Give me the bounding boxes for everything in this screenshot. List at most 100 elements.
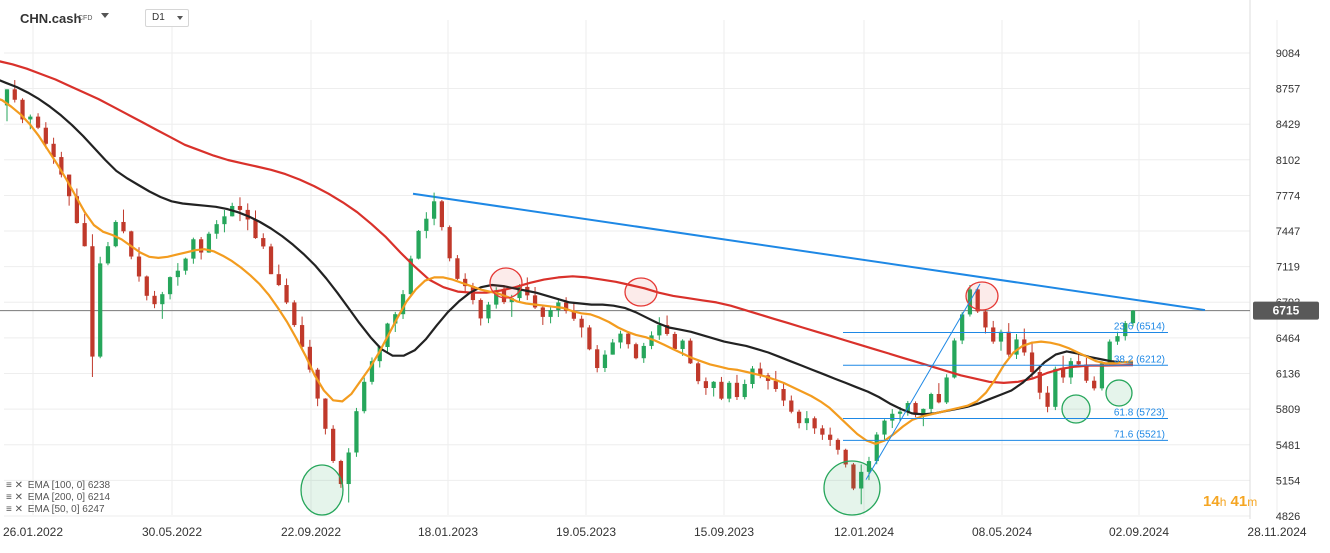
fib-level-label: 61.8 (5723) [1114,407,1165,418]
candle-body [975,289,980,312]
resistance-trendline[interactable] [412,192,1206,312]
candle-body [416,230,421,259]
candle-body [641,345,646,359]
fib-retracement[interactable]: 23.6 (6514) 38.2 (6212) 61.8 (5723) 71.6 (5… [843,283,1168,480]
y-tick-label: 5154 [1276,475,1300,487]
candle-body [1084,364,1089,381]
candle-body [1014,339,1019,355]
candle-body [835,439,841,450]
candle-body [1006,331,1011,355]
candle-body [781,388,786,401]
candle-body [882,420,887,435]
y-tick-label: 7447 [1276,226,1300,238]
candle-body [812,418,817,429]
candle-body [936,393,941,403]
support-ellipse [823,460,881,516]
candle-body [750,368,755,384]
candle-body [494,290,499,305]
candle-body [1115,336,1120,342]
symbol-dropdown-chevron-icon[interactable] [101,13,109,18]
candle-body [478,300,483,319]
candle-body [696,363,701,382]
candle-body [1123,323,1128,337]
legend-item[interactable]: ≡ ✕ EMA [200, 0] 6214 [6,492,112,504]
candle-body [1037,372,1042,393]
y-axis[interactable]: 9084875784298102777474477119679264646136… [1253,48,1319,523]
candle-body [1099,363,1105,389]
candle-body [362,381,367,412]
candle-body [354,411,359,453]
candle-body [4,89,10,106]
x-tick-label: 18.01.2023 [418,525,478,539]
candle-body [90,246,95,357]
candle-body [206,233,212,253]
candle-body [843,449,848,465]
candle-body [463,278,468,287]
candle-body [983,311,988,328]
support-ellipse [1105,379,1133,407]
y-tick-label: 4826 [1276,511,1300,523]
legend-menu-close-icon[interactable]: ≡ ✕ [6,480,23,491]
candle-body [12,89,17,100]
candle-body [789,400,794,412]
candle-body [1107,341,1112,364]
candle-body [237,205,243,210]
candle-body [338,460,344,485]
candle-body [408,258,413,295]
countdown-minutes: 41 [1230,493,1248,510]
last-price-tag[interactable] [1253,301,1319,320]
candle-body [74,196,80,224]
candle-body [292,302,297,326]
candle-body [1053,368,1058,407]
y-tick-label: 7119 [1276,262,1300,274]
candle-body [175,270,180,278]
candle-body [664,325,670,334]
candle-body [144,276,149,296]
candle-body [820,428,825,435]
candle-body [113,221,118,247]
indicator-legend: ≡ ✕ EMA [100, 0] 6238 ≡ ✕ EMA [200, 0] 6… [6,480,112,516]
candle-body [851,464,856,489]
ema-layer [0,60,1134,445]
candle-body [532,295,538,308]
timeframe-chevron-down-icon[interactable] [177,16,183,20]
candle-body [921,408,926,415]
candle-body [191,239,196,259]
candle-body [633,344,639,359]
candle-body [1068,361,1073,378]
legend-menu-close-icon[interactable]: ≡ ✕ [6,492,23,503]
candle-body [160,294,165,305]
timeframe-select[interactable]: D1 [145,9,189,27]
symbol-name[interactable]: CHN.cash [20,11,82,26]
candle-body [602,354,608,369]
resistance-ellipse [489,267,523,299]
y-tick-label: 8102 [1276,155,1300,167]
candle-body [400,294,406,315]
x-tick-label: 02.09.2024 [1109,525,1169,539]
candle-body [991,327,996,342]
candle-body [828,434,833,440]
x-tick-label: 22.09.2022 [281,525,341,539]
candle-body [222,216,227,225]
trendline-layer [412,192,1206,312]
fib-anchor-line[interactable] [865,283,981,480]
fib-level-label: 38.2 (6212) [1114,354,1165,365]
legend-label: EMA [50, 0] 6247 [27,504,105,515]
candle-body [1076,361,1081,365]
ema-200-line [0,60,1134,384]
candle-body [913,403,918,415]
candle-body [431,201,437,219]
candle-body [299,325,305,347]
legend-item[interactable]: ≡ ✕ EMA [50, 0] 6247 [6,504,112,516]
candle-body [121,221,126,232]
legend-menu-close-icon[interactable]: ≡ ✕ [6,504,23,515]
ema-50-line [0,98,1134,445]
legend-item[interactable]: ≡ ✕ EMA [100, 0] 6238 [6,480,112,492]
x-tick-label: 30.05.2022 [142,525,202,539]
x-axis[interactable]: 26.01.2022 30.05.2022 22.09.2022 18.01.2023… [3,525,1307,539]
candle-body [610,342,615,355]
candle-body [323,398,328,429]
candle-body [719,381,724,399]
